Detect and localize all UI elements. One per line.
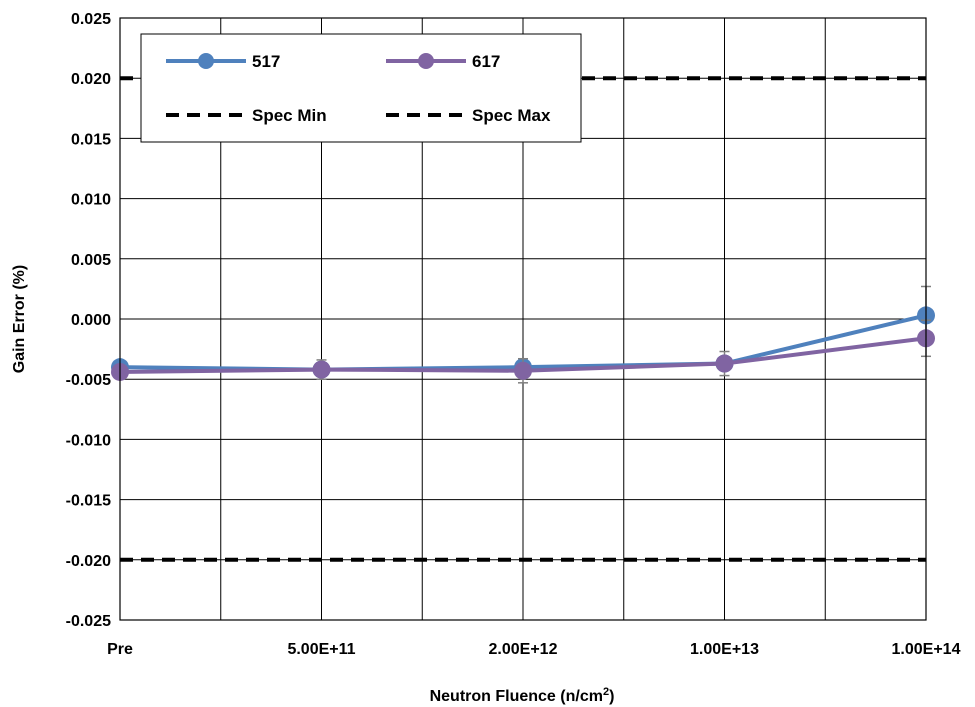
y-tick-label: -0.020: [66, 553, 111, 570]
plot-frame: [119, 17, 927, 621]
legend-marker-617: [418, 53, 434, 69]
x-tick-label: 5.00E+11: [287, 641, 355, 658]
x-axis-title-end: ): [609, 688, 614, 705]
y-tick-label: -0.010: [66, 432, 111, 449]
legend-item-517: 517: [166, 52, 280, 71]
y-tick-label: 0.020: [71, 71, 111, 88]
legend-label-spec-max: Spec Max: [472, 106, 551, 125]
y-tick-label: -0.025: [66, 613, 111, 630]
x-tick-labels: Pre 5.00E+11 2.00E+12 1.00E+13 1.00E+14: [107, 641, 960, 658]
x-tick-label: 2.00E+12: [489, 641, 558, 658]
y-tick-label: 0.015: [71, 131, 111, 148]
x-tick-label: 1.00E+14: [892, 641, 961, 658]
legend-label-617: 617: [472, 52, 500, 71]
series-617: [111, 319, 935, 384]
legend-item-spec-min: Spec Min: [166, 106, 327, 125]
y-tick-label: -0.015: [66, 493, 111, 510]
y-tick-labels: 0.025 0.020 0.015 0.010 0.005 0.000 -0.005 -0.0…: [66, 11, 111, 630]
y-tick-label: 0.010: [71, 192, 111, 209]
legend-item-spec-max: Spec Max: [386, 106, 551, 125]
legend: 517 617 Spec Min Spec Max: [140, 33, 582, 143]
x-axis-title: Neutron Fluence (n/cm2): [430, 686, 615, 705]
y-tick-label: 0.000: [71, 312, 111, 329]
x-tick-label: Pre: [107, 641, 133, 658]
legend-label-spec-min: Spec Min: [252, 106, 327, 125]
y-tick-label: 0.005: [71, 252, 111, 269]
legend-item-617: 617: [386, 52, 500, 71]
legend-marker-517: [198, 53, 214, 69]
data-point-617: [715, 354, 734, 373]
data-point-617: [514, 361, 532, 380]
x-axis-title-main: Neutron Fluence (n/cm: [430, 688, 603, 705]
y-axis-title: Gain Error (%): [11, 265, 28, 373]
y-tick-label: 0.025: [71, 11, 111, 28]
legend-label-517: 517: [252, 52, 280, 71]
legend-frame: [140, 33, 582, 143]
x-axis-title-sup: 2: [603, 686, 609, 698]
x-tick-label: 1.00E+13: [690, 641, 759, 658]
y-tick-label: -0.005: [66, 372, 111, 389]
data-point-617: [312, 360, 331, 379]
